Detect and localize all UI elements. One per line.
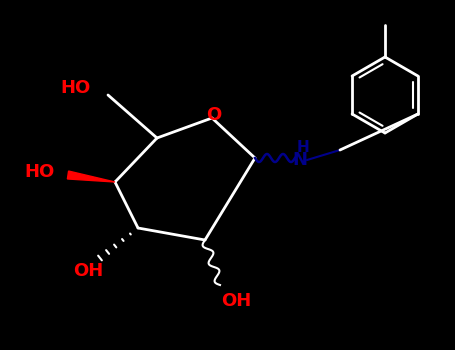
Polygon shape: [67, 171, 115, 182]
Text: HO: HO: [25, 163, 55, 181]
Text: O: O: [207, 106, 222, 124]
Text: H: H: [297, 140, 309, 155]
Text: N: N: [293, 151, 308, 169]
Text: HO: HO: [60, 79, 90, 97]
Text: OH: OH: [221, 292, 251, 310]
Text: OH: OH: [73, 262, 103, 280]
